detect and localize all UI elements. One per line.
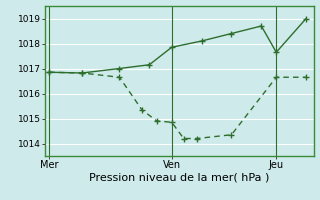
X-axis label: Pression niveau de la mer( hPa ): Pression niveau de la mer( hPa ) [89, 173, 269, 183]
